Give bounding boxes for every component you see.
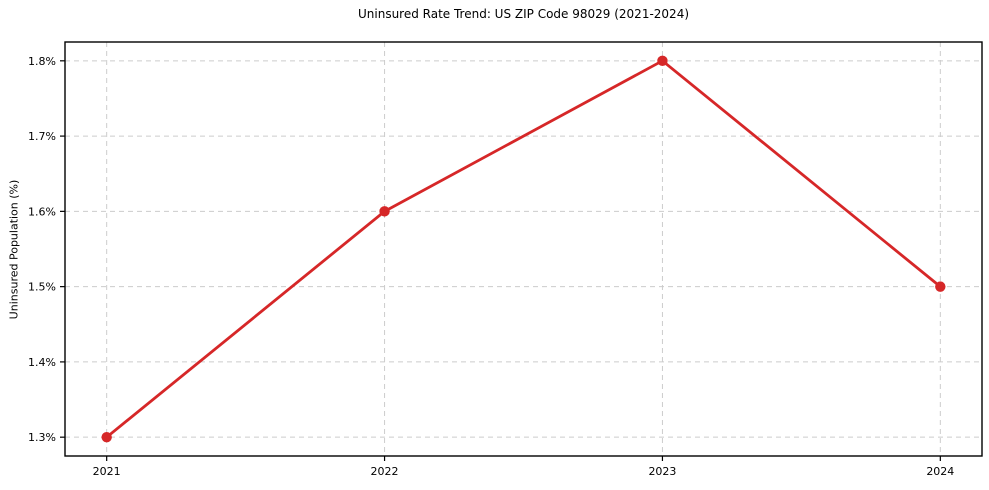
chart-title: Uninsured Rate Trend: US ZIP Code 98029 … <box>357 7 690 21</box>
data-point-marker <box>657 55 668 67</box>
data-point-marker <box>935 281 946 292</box>
data-point-marker <box>379 206 390 217</box>
data-point-marker <box>101 431 112 443</box>
x-tick-label: 2023 <box>648 465 676 478</box>
y-tick-label: 1.4% <box>28 356 56 369</box>
plot-border <box>64 41 983 457</box>
y-tick-label: 1.3% <box>28 431 56 444</box>
y-tick-label: 1.6% <box>28 205 56 218</box>
y-axis-label: Uninsured Population (%) <box>7 179 21 320</box>
y-tick-label: 1.7% <box>28 130 56 143</box>
x-tick-label: 2021 <box>93 465 121 478</box>
y-tick-label: 1.8% <box>28 55 56 68</box>
data-line <box>105 59 942 439</box>
y-tick-label: 1.5% <box>28 281 56 294</box>
x-tick-label: 2024 <box>926 465 954 478</box>
x-tick-label: 2022 <box>371 465 399 478</box>
